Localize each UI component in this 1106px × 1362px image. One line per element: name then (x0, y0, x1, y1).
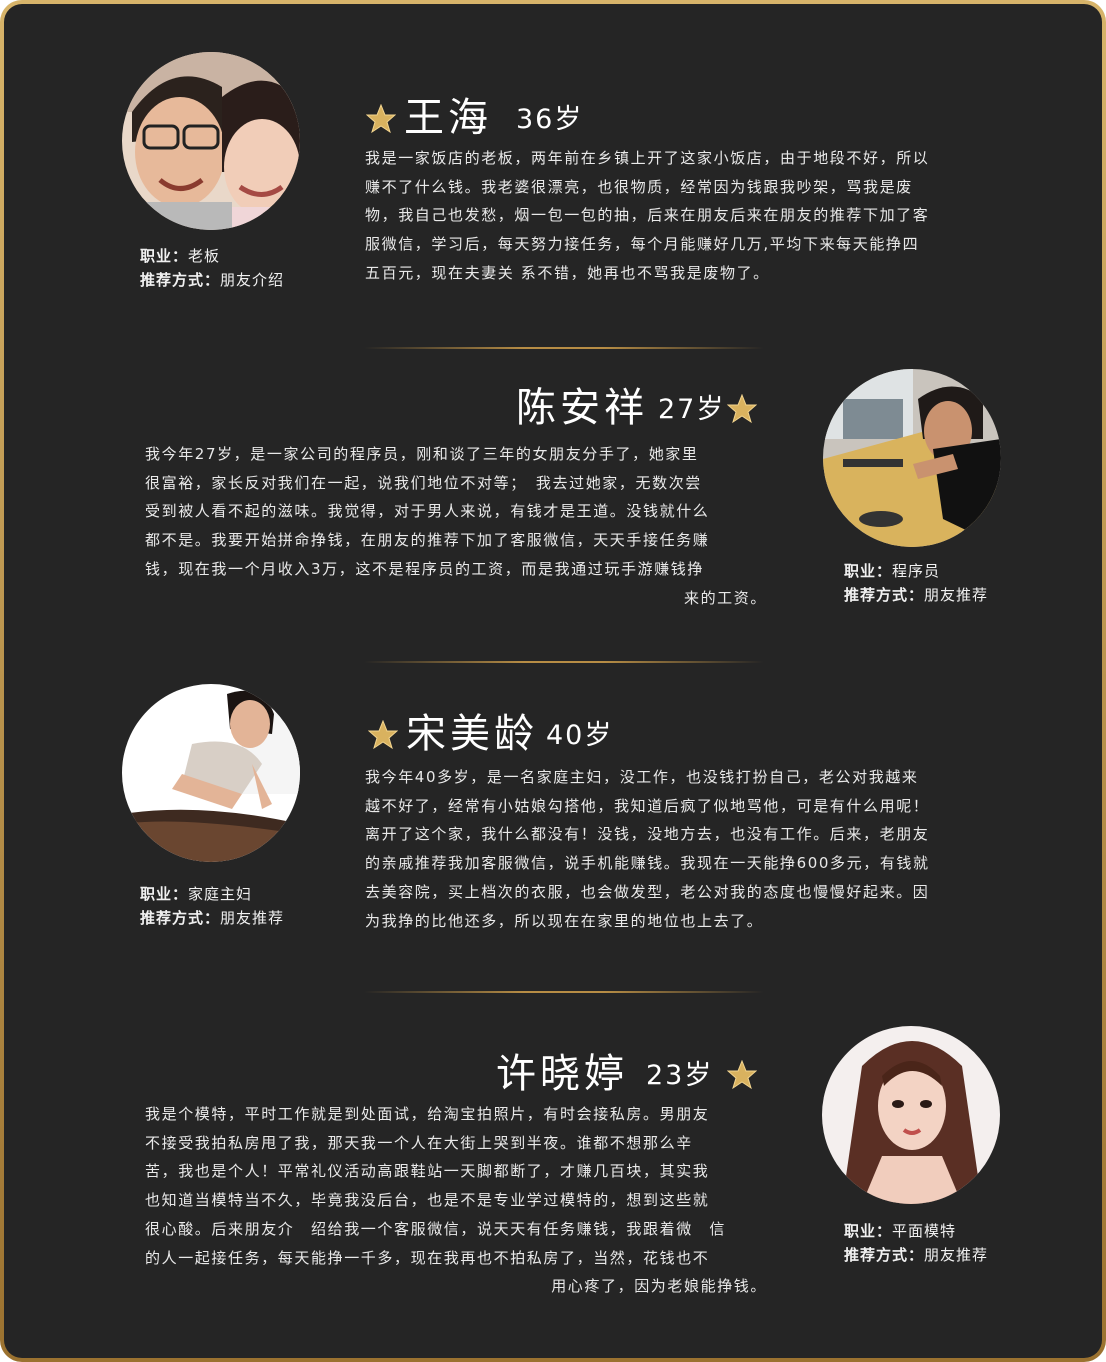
avatar-xuxiaoting (822, 1026, 1000, 1204)
story-line: 用心疼了，因为老娘能挣钱。 (551, 1277, 767, 1296)
section-divider (364, 991, 764, 993)
star-icon (727, 1060, 758, 1090)
section-divider (364, 347, 764, 349)
testimonial-panel: 职业：老板 推荐方式：朋友介绍 王海 36岁 我是一家饭店的老板，两年前在乡镇上… (4, 4, 1102, 1358)
occupation-value: 老板 (188, 247, 221, 265)
avatar-wanghai (122, 52, 300, 230)
referral-value: 朋友介绍 (220, 271, 285, 289)
story-line: 钱，现在我一个月收入3万，这不是程序员的工资，而是我通过玩手游赚钱挣 (145, 559, 704, 578)
person-name: 陈安祥 (516, 385, 648, 431)
title-chenanxiang: 陈安祥 27岁 (516, 378, 758, 431)
section-divider (364, 661, 764, 663)
meta-songmeiling: 职业：家庭主妇 推荐方式：朋友推荐 (140, 882, 284, 930)
occupation-value: 平面模特 (892, 1222, 957, 1240)
story-line: 五百元，现在夫妻关 系不错，她再也不骂我是废物了。 (365, 263, 770, 282)
couple-photo (122, 52, 300, 230)
story-line: 来的工资。 (683, 588, 767, 607)
person-age: 23岁 (646, 1060, 714, 1091)
referral-value: 朋友推荐 (220, 909, 285, 927)
story-line: 我是一家饭店的老板，两年前在乡镇上开了这家小饭店，由于地段不好，所以 (365, 149, 930, 167)
story-line: 我今年27岁，是一家公司的程序员，刚和谈了三年的女朋友分手了，她家里 (145, 445, 699, 463)
avatar-chenanxiang (823, 369, 1001, 547)
referral-label: 推荐方式： (844, 586, 925, 604)
occupation-label: 职业： (844, 562, 893, 580)
story-line: 的人一起接任务，每天能挣一千多，现在我再也不拍私房了，当然，花钱也不 (145, 1248, 710, 1267)
meta-chenanxiang: 职业：程序员 推荐方式：朋友推荐 (844, 559, 988, 607)
programmer-photo (823, 369, 1001, 547)
story-chenanxiang: 我今年27岁，是一家公司的程序员，刚和谈了三年的女朋友分手了，她家里 很富裕，家… (145, 440, 767, 612)
referral-label: 推荐方式： (140, 271, 221, 289)
story-line: 不接受我拍私房甩了我，那天我一个人在大街上哭到半夜。谁都不想那么辛 (145, 1133, 693, 1152)
story-line: 去美容院，买上档次的衣服，也会做发型，老公对我的态度也慢慢好起来。因 (365, 882, 930, 901)
occupation-label: 职业： (844, 1222, 893, 1240)
story-wanghai: 我是一家饭店的老板，两年前在乡镇上开了这家小饭店，由于地段不好，所以 赚不了什么… (365, 144, 929, 288)
referral-value: 朋友推荐 (924, 1246, 989, 1264)
referral-label: 推荐方式： (844, 1246, 925, 1264)
title-xuxiaoting: 许晓婷 23岁 (496, 1044, 758, 1097)
person-name: 许晓婷 (496, 1051, 628, 1097)
story-line: 赚不了什么钱。我老婆很漂亮，也很物质，经常因为钱跟我吵架，骂我是废 (365, 177, 913, 196)
person-name: 宋美龄 (406, 711, 538, 757)
star-icon (366, 104, 396, 134)
story-line: 很富裕，家长反对我们在一起，说我们地位不对等； 我去过她家，无数次尝 (145, 473, 702, 492)
occupation-value: 程序员 (892, 562, 941, 580)
story-line: 为我挣的比他还多，所以现在在家里的地位也上去了。 (365, 911, 764, 930)
title-songmeiling: 宋美龄 40岁 (368, 704, 613, 756)
story-songmeiling: 我今年40多岁，是一名家庭主妇，没工作，也没钱打扮自己，老公对我越来 越不好了，… (365, 763, 930, 935)
story-line: 苦，我也是个人！平常礼仪活动高跟鞋站一天脚都断了，才赚几百块，其实我 (145, 1162, 710, 1181)
avatar-songmeiling (122, 684, 300, 862)
story-line: 都不是。我要开始拼命挣钱，在朋友的推荐下加了客服微信，天天手接任务赚 (145, 531, 710, 550)
housewife-photo (122, 684, 300, 862)
occupation-value: 家庭主妇 (188, 885, 253, 903)
title-wanghai: 王海 36岁 (366, 88, 583, 140)
story-line: 受到被人看不起的滋味。我觉得，对于男人来说，有钱才是王道。没钱就什么 (145, 502, 710, 521)
meta-wanghai: 职业：老板 推荐方式：朋友介绍 (140, 244, 284, 292)
model-photo (822, 1026, 1000, 1204)
referral-label: 推荐方式： (140, 909, 221, 927)
person-age: 40岁 (546, 720, 614, 751)
occupation-label: 职业： (140, 247, 189, 265)
story-line: 也知道当模特当不久，毕竟我没后台，也是不是专业学过模特的，想到这些就 (145, 1191, 710, 1210)
star-icon (727, 394, 758, 424)
story-line: 离开了这个家，我什么都没有！没钱，没地方去，也没有工作。后来，老朋友 (365, 825, 930, 844)
person-age: 36岁 (516, 104, 584, 135)
story-line: 我今年40多岁，是一名家庭主妇，没工作，也没钱打扮自己，老公对我越来 (365, 768, 919, 786)
person-age: 27岁 (658, 394, 726, 425)
story-line: 的亲戚推荐我加客服微信，说手机能赚钱。我现在一天能挣600多元，有钱就 (365, 854, 930, 873)
person-name: 王海 (404, 95, 492, 141)
story-line: 物，我自己也发愁，烟一包一包的抽，后来在朋友后来在朋友的推荐下加了客 (365, 206, 930, 225)
star-icon (368, 720, 398, 750)
story-xuxiaoting: 我是个模特，平时工作就是到处面试，给淘宝拍照片，有时会接私房。男朋友 不接受我拍… (145, 1100, 767, 1301)
story-line: 我是个模特，平时工作就是到处面试，给淘宝拍照片，有时会接私房。男朋友 (145, 1105, 710, 1123)
story-line: 服微信，学习后，每天努力接任务，每个月能赚好几万,平均下来每天能挣四 (365, 235, 920, 254)
referral-value: 朋友推荐 (924, 586, 989, 604)
occupation-label: 职业： (140, 885, 189, 903)
story-line: 越不好了，经常有小姑娘勾搭他，我知道后疯了似地骂他，可是有什么用呢！ (365, 796, 930, 815)
story-line: 很心酸。后来朋友介 绍给我一个客服微信，说天天有任务赚钱，我跟着微 信 (145, 1219, 727, 1238)
meta-xuxiaoting: 职业：平面模特 推荐方式：朋友推荐 (844, 1219, 988, 1267)
